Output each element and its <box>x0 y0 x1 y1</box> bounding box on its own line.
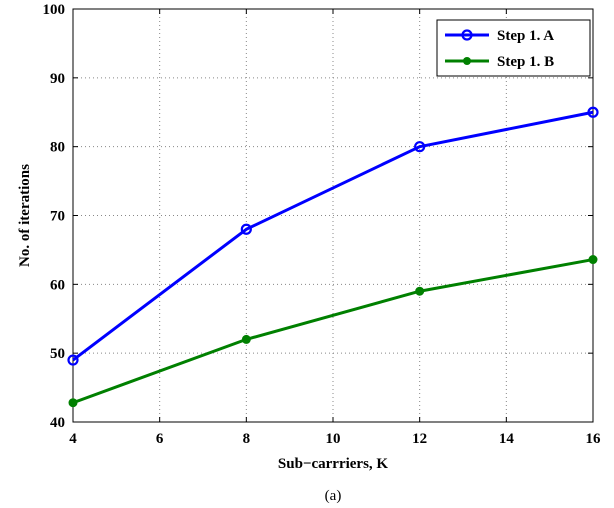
data-point <box>242 335 250 343</box>
legend-marker <box>463 57 471 65</box>
x-tick-label: 8 <box>243 431 251 447</box>
x-tick-label: 10 <box>326 431 341 447</box>
data-point <box>416 287 424 295</box>
x-tick-label: 12 <box>412 431 427 447</box>
y-tick-label: 50 <box>50 346 65 362</box>
x-tick-label: 16 <box>586 431 602 447</box>
x-tick-label: 4 <box>69 431 77 447</box>
legend-label: Step 1. A <box>497 28 554 44</box>
y-tick-label: 70 <box>50 209 65 225</box>
y-axis-label: No. of iterations <box>17 164 33 267</box>
y-tick-label: 100 <box>43 2 66 18</box>
y-tick-label: 80 <box>50 140 65 156</box>
legend: Step 1. A Step 1. B <box>437 20 590 76</box>
data-point <box>69 399 77 407</box>
y-tick-label: 60 <box>50 277 65 293</box>
x-axis-label: Sub−carrriers, K <box>278 456 389 472</box>
x-tick-label: 14 <box>499 431 515 447</box>
legend-label: Step 1. B <box>497 54 554 70</box>
x-tick-label: 6 <box>156 431 164 447</box>
data-point <box>589 256 597 264</box>
figure-caption: (a) <box>325 488 342 504</box>
y-tick-label: 40 <box>50 415 65 431</box>
y-tick-label: 90 <box>50 71 65 87</box>
